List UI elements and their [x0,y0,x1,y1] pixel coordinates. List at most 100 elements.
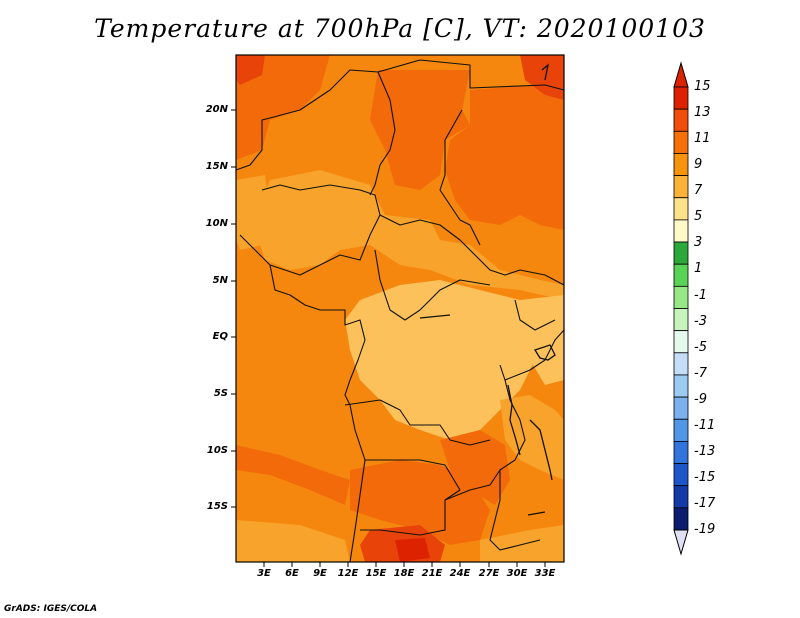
lake-6 [541,63,549,81]
lon-label-21e: 21E [421,568,443,579]
colorbar-cell [673,285,689,309]
cool-band-west [236,175,270,250]
colorbar-cell [673,418,689,442]
colorbar-label: -13 [694,443,716,459]
colorbar-cell [673,463,689,487]
border-14 [514,299,556,331]
cool-band-southeast [480,525,564,562]
colorbar-cell [673,507,689,531]
colorbar-cell [673,175,689,199]
border-4 [239,184,381,276]
heat-spot-north-east [520,55,564,100]
heat-region-north-west [236,55,330,160]
border-8 [344,399,491,446]
chart-title: Temperature at 700hPa [C], VT: 202010010… [94,14,706,43]
grads-credit: GrADS: IGES/COLA [4,604,98,614]
heat-band-atlantic [236,445,350,505]
lon-label-18e: 18E [393,568,415,579]
lon-label-30e: 30E [506,568,528,579]
colorbar-cell [673,308,689,332]
lat-label-5n: 5N [212,275,228,286]
colorbar-label: -1 [694,287,707,303]
lon-label-33e: 33E [534,568,556,579]
colorbar-label: -9 [694,391,707,407]
border-6 [374,249,491,321]
colorbar-cell [673,485,689,509]
lat-label-eq: EQ [212,331,228,342]
colorbar-label: -3 [694,313,707,329]
colorbar-label: 13 [694,105,711,121]
border-15 [269,264,321,311]
cool-band-east-high [520,295,564,385]
border-3 [439,109,481,246]
colorbar-cell [673,197,689,221]
colorbar-cell [673,108,689,132]
border-7 [320,309,366,406]
colorbar-label: 9 [694,157,703,173]
colorbar-cell [673,352,689,376]
heat-region-north-central [370,70,470,190]
colorbar-cell [673,153,689,176]
colorbar-cell [673,330,689,354]
lon-label-6e: 6E [285,568,299,579]
border-5 [379,214,565,286]
colorbar-label: 5 [694,209,703,225]
colorbar-label: -11 [694,417,716,433]
border-11 [444,469,541,551]
lat-label-15s: 15S [206,501,228,512]
lat-label-5s: 5S [213,388,228,399]
colorbar-cell [673,130,689,154]
colorbar-label: -5 [694,339,707,355]
colorbar-cell [673,219,689,243]
colorbar-label: -19 [694,522,716,537]
border-2 [377,59,565,91]
colorbar-cell [673,86,689,110]
cool-band-east [500,395,564,480]
lat-label-10n: 10N [205,218,228,229]
lakes [419,63,556,516]
colorbar-cells [673,86,689,531]
colorbar-bottom-arrow [673,529,689,556]
colorbar-label: -7 [694,365,707,381]
lake-3 [534,344,556,361]
lat-label-15n: 15N [205,161,228,172]
colorbar-cell [673,396,689,420]
map-frame [235,54,565,563]
lon-label-24e: 24E [449,568,471,579]
heat-region-zambia [440,430,510,505]
lat-ticks [231,109,236,508]
lat-label-10s: 10S [206,445,228,456]
lat-label-20n: 20N [205,104,228,115]
colorbar-cell [673,374,689,398]
lon-ticks [263,562,546,567]
colorbar-label: 3 [694,235,703,251]
cool-band-congo [345,280,540,440]
lake-1 [507,384,521,456]
lon-label-15e: 15E [365,568,387,579]
lake-2 [529,419,553,481]
border-1 [235,69,396,196]
heat-spot-north-west [236,55,265,85]
colorbar-label: 15 [694,79,711,94]
colorbar-cell [673,263,689,287]
country-borders [235,59,565,563]
colorbar-cell [673,241,689,265]
colorbar-label: 7 [694,183,703,199]
border-9 [349,404,366,563]
colorbar-label: -17 [694,495,716,511]
colorbar-top-arrow [673,61,689,88]
colorbar-label: 1 [694,261,703,277]
colorbar-cell [673,440,689,464]
lake-5 [527,511,546,516]
cool-band-atlantic [236,520,350,562]
lon-label-3e: 3E [257,568,271,579]
heat-spot-south-2 [395,538,430,562]
heat-region-north-east [445,85,564,230]
lon-label-27e: 27E [478,568,500,579]
lon-label-9e: 9E [313,568,327,579]
border-13 [504,329,565,381]
colorbar-label: -15 [694,469,716,485]
lake-4 [419,314,451,319]
